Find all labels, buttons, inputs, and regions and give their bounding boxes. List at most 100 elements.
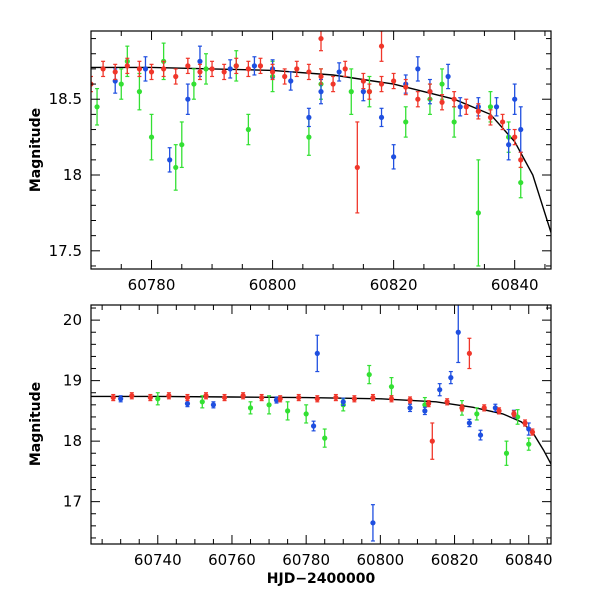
data-point <box>481 405 487 411</box>
data-point <box>314 396 320 402</box>
data-point <box>303 411 309 417</box>
data-point <box>184 394 191 401</box>
data-point <box>388 396 395 402</box>
data-point <box>136 89 143 95</box>
bottom-ticks-layer <box>91 305 551 544</box>
data-point <box>487 104 494 110</box>
data-point <box>185 96 191 102</box>
data-point <box>142 66 149 72</box>
data-point <box>518 179 524 186</box>
data-point <box>354 164 360 171</box>
data-point <box>518 126 524 133</box>
data-point <box>439 99 445 105</box>
xtick-label: 60780 <box>128 276 176 294</box>
data-point <box>259 394 265 401</box>
data-point <box>136 66 143 72</box>
data-point <box>184 401 191 407</box>
data-point <box>306 134 312 140</box>
data-point <box>422 408 428 414</box>
xtick-label: 60820 <box>431 551 479 569</box>
top-ticks-layer <box>90 31 551 269</box>
data-point <box>451 96 457 102</box>
ytick-label: 18 <box>63 432 82 450</box>
lightcurve-panel-top: 60780 60800 60820 60840 17.5 18 18.5 Mag… <box>28 30 552 294</box>
data-point <box>511 411 517 417</box>
top-ytick-labels: 17.5 18 18.5 <box>49 90 82 260</box>
data-point <box>437 387 443 393</box>
data-point <box>444 399 450 405</box>
data-point <box>499 119 506 125</box>
data-point <box>148 134 155 140</box>
data-point <box>427 89 433 95</box>
data-point <box>173 164 179 171</box>
data-point <box>366 89 373 95</box>
ytick-label: 19 <box>63 372 82 390</box>
data-point <box>173 73 179 80</box>
data-point <box>240 393 246 399</box>
bottom-plot-frame <box>90 304 552 545</box>
data-point <box>209 66 215 72</box>
x-axis-title: HJD−2400000 <box>267 571 376 587</box>
data-point <box>322 435 328 441</box>
data-point <box>445 73 451 80</box>
data-point <box>110 394 116 401</box>
bottom-y-axis-title: Magnitude <box>28 382 44 466</box>
data-point <box>455 329 461 335</box>
data-point <box>318 73 324 80</box>
data-point <box>429 438 435 444</box>
data-point <box>477 432 484 438</box>
data-point <box>451 119 457 125</box>
data-point <box>161 66 167 72</box>
data-point <box>503 450 510 456</box>
data-point <box>366 371 372 378</box>
data-point <box>506 142 512 148</box>
data-point <box>459 405 465 411</box>
bottom-points-layer <box>110 305 536 542</box>
data-point <box>227 66 233 72</box>
lightcurve-panel-bottom: 60740 60760 60780 60800 60820 60840 17 1… <box>28 304 553 587</box>
data-point <box>415 66 421 72</box>
data-point <box>166 393 172 399</box>
top-points-layer <box>91 31 524 267</box>
data-point <box>203 393 209 399</box>
data-point <box>296 394 302 401</box>
data-point <box>391 154 397 160</box>
data-point <box>529 429 536 435</box>
data-point <box>522 420 528 426</box>
data-point <box>306 114 312 121</box>
data-point <box>342 66 348 72</box>
data-point <box>407 405 413 411</box>
data-point <box>191 81 197 87</box>
data-point <box>415 96 421 102</box>
xtick-label: 60800 <box>356 551 404 569</box>
data-point <box>277 396 283 402</box>
data-point <box>425 401 432 407</box>
data-point <box>210 402 217 408</box>
data-point <box>351 396 357 402</box>
data-point <box>233 63 239 69</box>
data-point <box>179 142 185 148</box>
data-point <box>388 384 395 390</box>
xtick-label: 60760 <box>208 551 256 569</box>
data-point <box>118 396 124 402</box>
data-point <box>118 81 124 87</box>
data-point <box>112 69 118 75</box>
data-point <box>391 78 397 84</box>
data-point <box>378 114 385 121</box>
data-point <box>124 63 130 69</box>
data-point <box>100 66 106 72</box>
data-point <box>407 397 413 403</box>
data-point <box>318 35 324 42</box>
data-point <box>526 441 532 447</box>
data-point <box>314 350 320 357</box>
data-point <box>439 81 445 87</box>
data-point <box>94 104 100 110</box>
data-point <box>518 157 524 163</box>
data-point <box>403 119 409 125</box>
top-xtick-labels: 60780 60800 60820 60840 <box>128 276 539 294</box>
data-point <box>370 520 376 526</box>
data-point <box>512 134 518 140</box>
ytick-label: 20 <box>63 311 82 329</box>
data-point <box>474 411 480 417</box>
data-point <box>466 350 472 357</box>
